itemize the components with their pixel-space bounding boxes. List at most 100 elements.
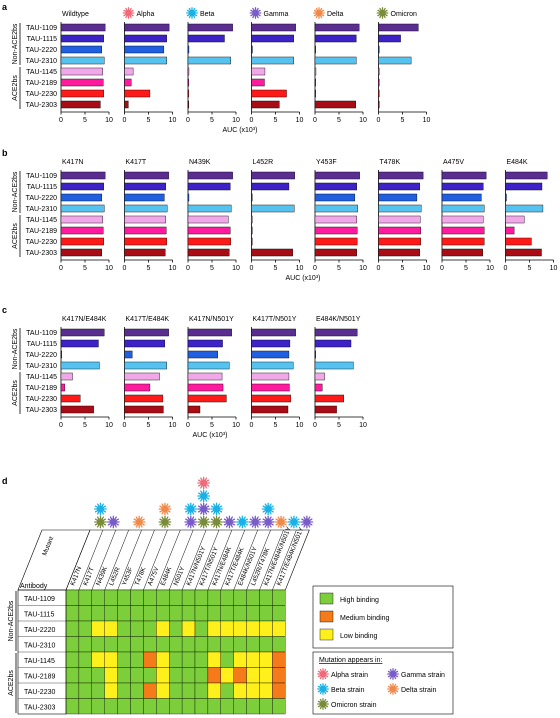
bar-a-5-TAU-2303	[378, 100, 380, 109]
strain-icon-beta-col-7-spike	[187, 511, 190, 515]
strain-icon-gamma-col-10-spike	[223, 523, 228, 526]
strain-icon-gamma-col-16-spike	[303, 516, 306, 520]
bar-b-0-TAU-2189	[60, 226, 104, 235]
bar-c-0-TAU-2303	[60, 405, 94, 414]
legend-swatch-L	[319, 628, 334, 641]
strain-icon-omicron-col-0-spike	[96, 516, 100, 520]
strain-icon-gamma-col-12-spike	[249, 518, 253, 521]
strain-icon-gamma-col-7-spike	[187, 516, 190, 520]
row-label-b-TAU-1109: TAU-1109	[26, 173, 57, 180]
bar-b-5-TAU-1145	[378, 215, 421, 224]
group-label-non-ace2bs-d: Non-ACE2bs	[8, 600, 15, 641]
strain-legend-icon-beta-spike	[323, 683, 327, 687]
strain-icon-beta-col-0-spike	[101, 503, 104, 507]
bar-b-4-TAU-2303	[314, 248, 357, 257]
heatmap-cell-TAU-2310-E484K/N501Y	[233, 636, 247, 653]
strain-icon-beta-col-9-spike	[218, 510, 223, 513]
x-tick-label-a-4-2: 10	[359, 117, 367, 124]
strain-icon-beta-a-spike	[192, 15, 196, 19]
heatmap-cell-TAU-1145-K417N/E484K	[207, 651, 221, 668]
bar-b-0-TAU-1145	[60, 215, 103, 224]
heatmap-cell-TAU-1145-K417T/E484K	[220, 651, 234, 668]
row-label-c-TAU-2303: TAU-2303	[26, 407, 57, 414]
strain-icon-beta-col-7	[184, 502, 198, 516]
x-tick-label-b-3-1: 5	[274, 265, 278, 272]
strain-icon-delta-col-3-spike	[135, 516, 139, 520]
bar-c-3-TAU-2303	[251, 405, 289, 414]
bar-b-2-TAU-1109	[187, 171, 233, 180]
heatmap-cell-TAU-1145-K417N/E484K/N501Y	[259, 651, 273, 668]
strain-legend-icon-beta-spike	[317, 685, 321, 689]
heatmap-cell-TAU-2310-L452R/T478K	[246, 636, 260, 653]
x-tick-label-b-4-2: 10	[359, 265, 367, 272]
strain-icon-beta-a-spike	[192, 7, 196, 11]
bar-b-2-TAU-2303	[187, 248, 230, 257]
x-tick-label-c-2-2: 10	[232, 422, 240, 429]
strain-icon-gamma-col-13-spike	[262, 523, 266, 526]
strain-icon-beta-a-spike	[186, 9, 190, 13]
x-tick-label-c-0-0: 0	[59, 422, 63, 429]
heatmap-row-label-TAU-2220: TAU-2220	[24, 627, 55, 634]
bar-c-2-TAU-1115	[187, 339, 223, 348]
x-tick-label-b-5-0: 0	[377, 265, 381, 272]
heatmap-cell-TAU-2303-Y453F	[117, 698, 131, 715]
strain-icon-gamma-col-16-spike	[303, 524, 306, 528]
heatmap-cell-TAU-2303-E484K/N501Y	[233, 698, 247, 715]
series-label-b-6: A475V	[443, 159, 464, 166]
heatmap-cell-TAU-1145-K417N/N501Y	[181, 651, 196, 668]
strain-icon-beta-a	[186, 7, 198, 19]
strain-icon-gamma-col-10-spike	[230, 516, 233, 520]
heatmap-cell-TAU-1115-E484K/N501Y	[233, 605, 247, 622]
strain-legend-icon-gamma-spike	[393, 676, 397, 680]
x-axis-title-b: AUC (x10³)	[285, 275, 320, 282]
strain-icon-beta-col-11-spike	[244, 523, 248, 526]
column-separator-12	[220, 529, 246, 591]
row-label-a-TAU-2303: TAU-2303	[26, 102, 57, 109]
strain-icon-delta-col-3-spike	[133, 518, 137, 521]
x-tick-label-a-2-2: 10	[232, 117, 240, 124]
group-label-ace2bs-b: ACE2bs	[12, 223, 19, 249]
heatmap-cell-TAU-1109-K417T/E484K/N501Y	[272, 589, 286, 606]
strain-icon-beta-col-15	[287, 515, 301, 529]
heatmap-cell-TAU-1109-E484K/N501Y	[233, 589, 247, 606]
strain-icon-gamma-a-spike	[257, 9, 261, 13]
strain-legend-box	[312, 651, 454, 715]
row-label-b-TAU-2310: TAU-2310	[26, 206, 57, 213]
strain-icon-delta-col-5-spike	[159, 505, 163, 508]
x-tick-label-b-3-2: 10	[296, 265, 304, 272]
bar-c-2-TAU-1145	[187, 372, 223, 381]
strain-legend-icon-gamma	[387, 668, 399, 680]
strain-icon-alpha-col-8-spike	[198, 484, 202, 487]
heatmap-cell-TAU-2303-K417T/N501Y	[194, 698, 209, 715]
heatmap-cell-TAU-1115-K417T	[78, 605, 92, 622]
strain-icon-gamma-col-12-spike	[257, 523, 261, 526]
heatmap-cell-TAU-2220-K417T/E484K/N501Y	[272, 620, 286, 637]
strain-icon-delta-col-5-spike	[161, 511, 164, 515]
strain-icon-beta-col-13-spike	[264, 503, 268, 507]
strain-icon-omicron-col-9-spike	[218, 523, 223, 526]
strain-legend-icon-omicron-spike	[323, 698, 327, 702]
x-tick-label-a-5-2: 10	[423, 117, 431, 124]
bar-a-1-TAU-1109	[124, 23, 170, 32]
strain-icon-beta-col-7-spike	[191, 511, 195, 515]
bar-b-2-TAU-1115	[187, 182, 231, 191]
strain-icon-gamma-col-12-spike	[251, 516, 255, 520]
bar-a-3-TAU-2310	[251, 56, 294, 65]
strain-icon-beta-col-8-spike	[198, 497, 202, 500]
bar-c-1-TAU-1145	[124, 372, 160, 381]
bar-a-1-TAU-2230	[124, 89, 151, 98]
x-tick-label-c-0-2: 10	[105, 422, 113, 429]
strain-icon-delta-a-spike	[319, 15, 323, 19]
heatmap-cell-TAU-1145-K417T	[78, 651, 92, 668]
strain-icon-gamma-col-12-spike	[256, 516, 259, 520]
bar-a-0-TAU-1145	[60, 67, 103, 76]
row-label-c-TAU-1109: TAU-1109	[26, 330, 57, 337]
bar-c-0-TAU-2220	[60, 350, 63, 359]
heatmap-cell-TAU-2220-K417N/E484K/N501Y	[259, 620, 273, 637]
bar-b-2-TAU-2310	[187, 204, 232, 213]
row-label-a-TAU-1109: TAU-1109	[26, 25, 57, 32]
strain-icon-delta-col-5-body	[161, 505, 169, 513]
heatmap-cell-TAU-1115-K417T/N501Y	[194, 605, 209, 622]
strain-legend-icon-alpha-spike	[323, 676, 327, 680]
strain-icon-beta-col-9-spike	[213, 503, 216, 507]
